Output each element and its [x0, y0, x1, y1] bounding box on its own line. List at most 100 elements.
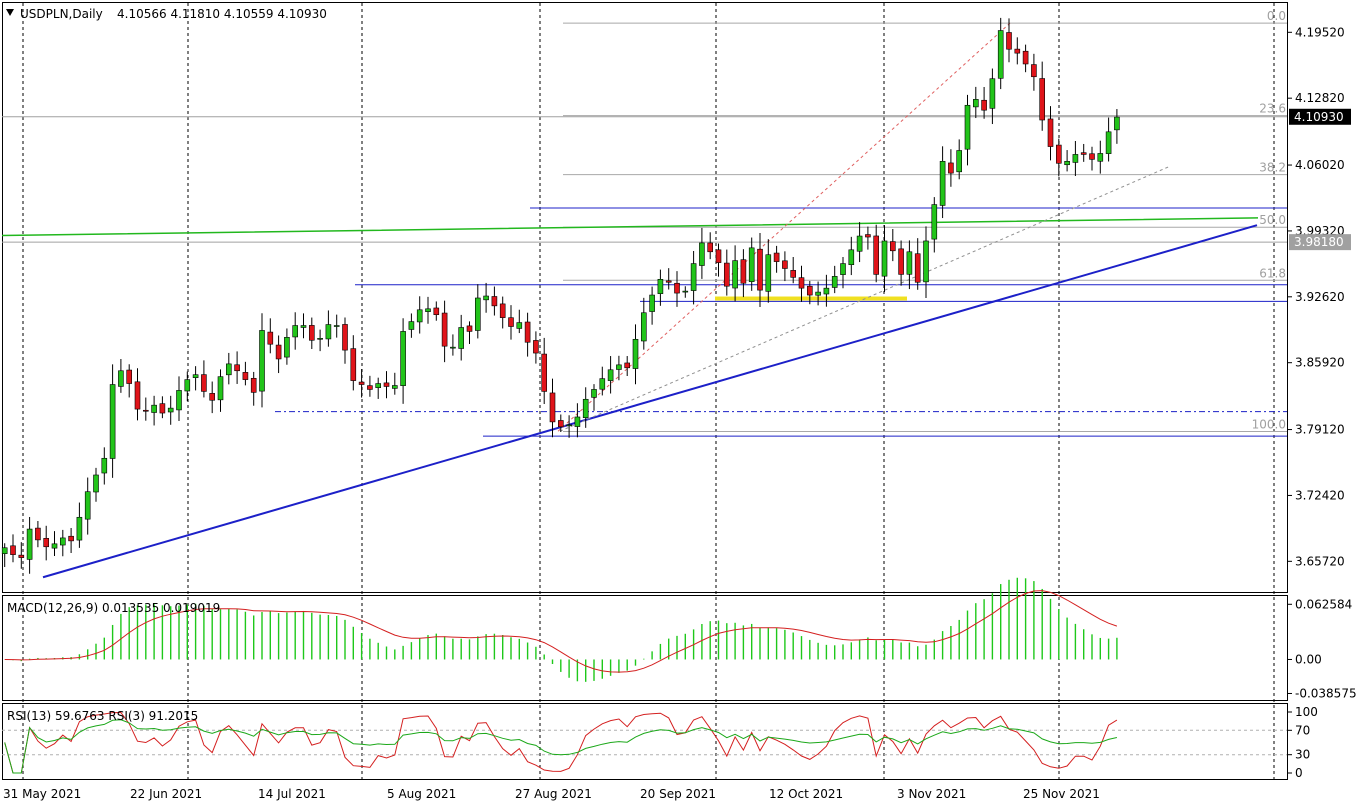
candle[interactable] [997, 17, 1004, 90]
candle[interactable] [176, 376, 182, 422]
candle[interactable] [732, 245, 738, 302]
candle[interactable] [939, 146, 946, 219]
candle[interactable] [823, 274, 830, 307]
candle[interactable] [881, 225, 888, 292]
candle[interactable] [416, 296, 423, 334]
candle[interactable] [1031, 53, 1037, 91]
candle[interactable] [259, 313, 265, 408]
candle[interactable] [76, 502, 83, 548]
candle[interactable] [1, 543, 8, 568]
candle[interactable] [192, 366, 199, 391]
candle[interactable] [1064, 150, 1070, 172]
candle[interactable] [873, 224, 880, 283]
candle[interactable] [18, 542, 25, 569]
candle[interactable] [748, 237, 755, 291]
candle[interactable] [51, 531, 58, 556]
candle[interactable] [126, 364, 132, 398]
candle[interactable] [549, 378, 556, 438]
candle[interactable] [474, 284, 481, 339]
candle[interactable] [59, 529, 66, 557]
candle[interactable] [699, 227, 705, 279]
candle[interactable] [68, 527, 74, 553]
rsi-pane[interactable] [2, 703, 1288, 780]
candle[interactable] [491, 286, 498, 316]
candle[interactable] [375, 377, 382, 399]
candle[interactable] [308, 317, 315, 350]
candle[interactable] [782, 251, 788, 282]
candle[interactable] [450, 334, 456, 356]
candle[interactable] [914, 238, 921, 290]
candle[interactable] [566, 415, 572, 438]
candle[interactable] [981, 86, 987, 119]
candle[interactable] [599, 366, 606, 396]
candle[interactable] [773, 245, 780, 273]
price-pane[interactable] [2, 2, 1288, 593]
candle[interactable] [350, 335, 357, 391]
candle[interactable] [790, 257, 797, 284]
candle[interactable] [383, 371, 390, 399]
candle[interactable] [234, 351, 240, 384]
candle[interactable] [541, 337, 548, 405]
candle[interactable] [1022, 44, 1029, 73]
candle[interactable] [840, 256, 846, 289]
candle[interactable] [201, 360, 207, 398]
candle[interactable] [159, 396, 166, 419]
candle[interactable] [1080, 143, 1087, 162]
candle[interactable] [1056, 138, 1062, 177]
candle[interactable] [209, 381, 215, 414]
candle[interactable] [466, 321, 473, 345]
candle[interactable] [143, 397, 149, 421]
candle[interactable] [10, 534, 16, 563]
candle[interactable] [707, 232, 714, 260]
candle[interactable] [43, 525, 50, 561]
candle[interactable] [441, 300, 448, 363]
candle[interactable] [1097, 140, 1104, 174]
candle[interactable] [898, 240, 904, 286]
candle[interactable] [1047, 106, 1054, 161]
candle[interactable] [26, 516, 33, 574]
candle[interactable] [333, 314, 340, 338]
candle[interactable] [674, 271, 680, 307]
candle[interactable] [574, 403, 581, 438]
candle[interactable] [342, 317, 348, 364]
candle[interactable] [516, 309, 523, 334]
candle[interactable] [889, 229, 896, 262]
candle[interactable] [865, 226, 871, 250]
candle[interactable] [425, 296, 431, 324]
candle[interactable] [292, 312, 299, 350]
candle[interactable] [956, 139, 963, 180]
candle[interactable] [533, 331, 539, 364]
candle[interactable] [1114, 109, 1120, 144]
candle[interactable] [1089, 146, 1095, 171]
candle[interactable] [856, 222, 863, 263]
candle[interactable] [690, 250, 697, 305]
candle[interactable] [806, 280, 813, 305]
candle[interactable] [848, 236, 855, 276]
candle[interactable] [284, 328, 290, 365]
candle[interactable] [765, 239, 772, 303]
candle[interactable] [275, 335, 282, 374]
candle[interactable] [267, 318, 274, 354]
macd-pane[interactable] [2, 595, 1288, 701]
candle[interactable] [35, 521, 41, 548]
candle[interactable] [400, 318, 406, 404]
candle[interactable] [226, 352, 232, 385]
candle[interactable] [499, 296, 506, 329]
candle[interactable] [184, 371, 191, 402]
candle[interactable] [649, 286, 655, 325]
candle[interactable] [1014, 37, 1021, 65]
candle[interactable] [358, 369, 365, 398]
candle[interactable] [109, 364, 116, 478]
candle[interactable] [972, 86, 979, 119]
candle[interactable] [640, 297, 647, 350]
candle[interactable] [624, 356, 631, 377]
candle[interactable] [508, 305, 514, 340]
candle[interactable] [524, 312, 531, 357]
dropdown-arrow-icon[interactable] [6, 9, 14, 16]
candle[interactable] [84, 477, 91, 535]
candle[interactable] [300, 313, 307, 339]
candle[interactable] [483, 282, 489, 313]
candle[interactable] [798, 265, 805, 302]
candle[interactable] [1105, 117, 1112, 162]
